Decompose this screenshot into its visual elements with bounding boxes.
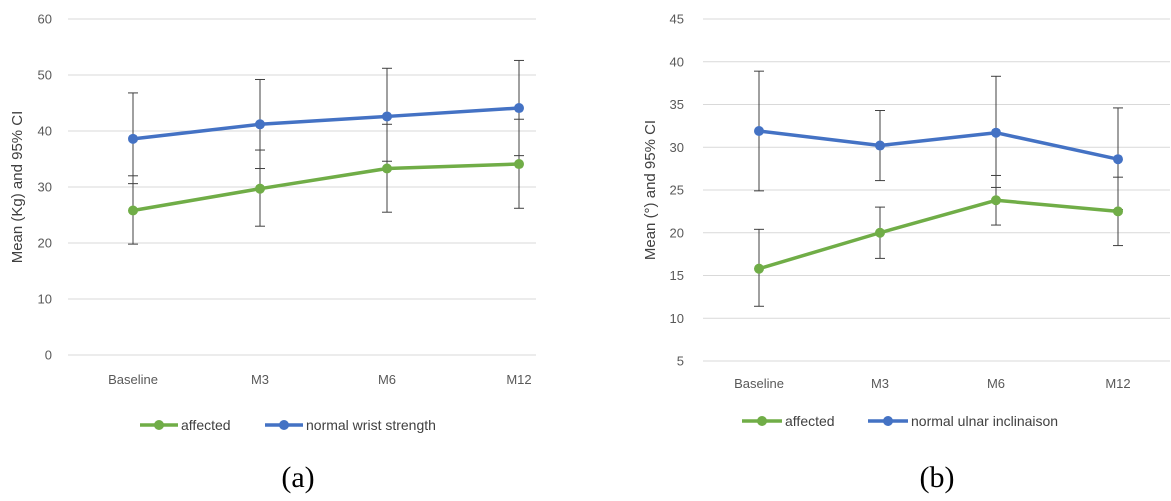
chart-panel-1: 5 10 15 20 25 30 35 40 45 Baseline M3 M6 M12 Mean (°)…: [642, 12, 1170, 494]
legend-swatch-marker: [883, 416, 893, 426]
data-point: [1113, 206, 1123, 217]
series-line-1: [758, 129, 1119, 161]
y-tick-label: 25: [670, 183, 684, 198]
legend-entry: affected: [181, 417, 231, 433]
series-line-0: [758, 198, 1119, 271]
x-tick-label: M6: [378, 372, 396, 387]
x-tick-label: M12: [1105, 376, 1130, 391]
legend-swatch-marker: [757, 416, 767, 426]
y-tick-label: 10: [38, 292, 52, 307]
panel-label: (a): [281, 461, 314, 494]
y-axis-label: Mean (°) and 95% CI: [642, 120, 659, 260]
y-tick-label: 50: [38, 68, 52, 83]
data-point: [255, 183, 265, 194]
data-point: [875, 227, 885, 238]
x-tick-label: Baseline: [734, 376, 784, 391]
legend-entry: normal ulnar inclinaison: [911, 413, 1058, 429]
x-tick-label: M12: [506, 372, 531, 387]
data-point: [754, 263, 764, 274]
data-point: [514, 159, 524, 170]
legend-swatch-marker: [154, 420, 164, 430]
y-tick-label: 10: [670, 311, 684, 326]
y-tick-label: 40: [38, 124, 52, 139]
y-tick-label: 60: [38, 12, 52, 27]
data-point: [991, 195, 1001, 206]
y-tick-label: 20: [670, 225, 684, 240]
x-tick-label: M3: [251, 372, 269, 387]
x-tick-label: M3: [871, 376, 889, 391]
y-tick-label: 35: [670, 97, 684, 112]
y-axis-label: Mean (Kg) and 95% CI: [9, 111, 26, 264]
panel-label: (b): [920, 461, 955, 494]
x-tick-label: Baseline: [108, 372, 158, 387]
y-tick-label: 20: [38, 236, 52, 251]
y-tick-label: 0: [45, 348, 52, 363]
y-tick-label: 15: [670, 268, 684, 283]
data-point: [1113, 154, 1123, 165]
data-point: [875, 140, 885, 151]
data-point: [514, 103, 524, 114]
legend-swatch-marker: [279, 420, 289, 430]
data-point: [128, 205, 138, 216]
series-line-1: [132, 106, 520, 141]
x-tick-label: M6: [987, 376, 1005, 391]
y-tick-label: 5: [677, 354, 684, 369]
data-point: [382, 111, 392, 122]
data-point: [991, 127, 1001, 138]
data-point: [382, 163, 392, 174]
data-point: [128, 133, 138, 144]
y-tick-label: 30: [670, 140, 684, 155]
y-tick-label: 45: [670, 12, 684, 27]
series-line-0: [132, 162, 520, 213]
chart-panel-0: 0 10 20 30 40 50 60 Baseline M3 M6 M12 Mean (Kg) an…: [9, 12, 536, 494]
legend-entry: normal wrist strength: [306, 417, 436, 433]
legend-entry: affected: [785, 413, 835, 429]
data-point: [255, 119, 265, 130]
data-point: [754, 126, 764, 137]
y-tick-label: 40: [670, 54, 684, 69]
y-tick-label: 30: [38, 180, 52, 195]
